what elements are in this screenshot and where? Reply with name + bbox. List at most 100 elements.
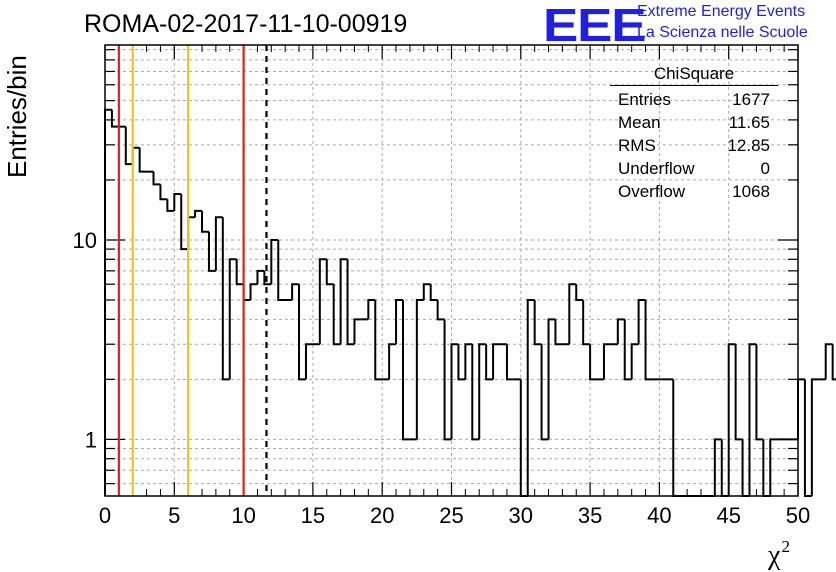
x-axis-label-base: χ: [768, 540, 781, 571]
histogram-bin: [616, 318, 625, 345]
histogram-bin: [831, 344, 836, 381]
x-tick-label: 5: [168, 503, 180, 528]
histogram-bin: [713, 438, 722, 496]
plot-frame: [104, 44, 799, 497]
histogram-bin: [720, 439, 729, 497]
histogram-bin: [173, 193, 182, 211]
y-axis-label: Entries/bin: [2, 55, 32, 178]
histogram-bin: [207, 231, 216, 272]
x-axis-label: χ2: [768, 537, 790, 572]
histogram-bin: [644, 299, 653, 381]
histogram-bin: [471, 344, 480, 441]
stats-value: 0: [760, 159, 770, 178]
stats-value: 1068: [732, 182, 770, 201]
histogram-bin: [589, 344, 598, 381]
histogram-bin: [104, 108, 112, 496]
histogram-bin: [769, 438, 778, 496]
x-axis-label-sup: 2: [781, 537, 790, 556]
histogram-bin: [277, 239, 286, 301]
x-tick-label: 20: [370, 503, 394, 528]
histogram-bin: [298, 284, 306, 381]
histogram-bin: [478, 343, 487, 440]
histogram-bin: [214, 216, 223, 271]
stats-label: Mean: [618, 113, 661, 132]
histogram-bin: [201, 210, 209, 233]
histogram-bin: [526, 298, 535, 496]
histogram-bin: [485, 344, 494, 381]
histogram-bin: [332, 284, 341, 346]
x-tick-label: 50: [786, 503, 810, 528]
histogram-bin: [318, 258, 327, 345]
stats-row-rms: RMS 12.85: [610, 134, 778, 157]
histogram-bin: [755, 344, 764, 441]
histogram-bin: [450, 343, 459, 440]
histogram-bin: [540, 344, 549, 441]
histogram-bin: [810, 378, 819, 496]
histogram-bin: [124, 126, 133, 166]
histogram-bin: [110, 109, 119, 128]
histogram-bin: [152, 171, 161, 186]
histogram-bin: [519, 379, 528, 497]
stats-box: ChiSquare Entries 1677 Mean 11.65 RMS 12.85…: [610, 64, 778, 203]
histogram-bin: [422, 283, 431, 300]
y-tick-label: 1: [85, 427, 97, 452]
histogram-bin: [464, 343, 473, 380]
histogram-bin: [235, 259, 244, 286]
x-tick-label: 0: [99, 503, 111, 528]
histogram-bin: [159, 184, 168, 201]
histogram-bin: [803, 379, 812, 497]
histogram-bin: [443, 319, 452, 441]
histogram-bin: [415, 298, 424, 440]
stats-row-underflow: Underflow 0: [610, 157, 778, 180]
histogram-bin: [180, 194, 189, 251]
histogram-bin: [630, 343, 639, 380]
histogram-bin: [304, 343, 313, 380]
stats-label: Entries: [618, 90, 671, 109]
x-tick-label: 10: [231, 503, 255, 528]
histogram-bin: [727, 343, 736, 496]
histogram-bin: [492, 343, 501, 380]
histogram-bin: [325, 259, 334, 286]
stats-row-entries: Entries 1677: [610, 88, 778, 111]
histogram-bin: [533, 299, 542, 346]
y-tick-label: 10: [73, 228, 97, 253]
reference-lines: [117, 45, 268, 496]
logo-subtitle-1: Extreme Energy Events: [637, 3, 806, 20]
stats-value: 11.65: [728, 113, 770, 132]
x-tick-label: 30: [509, 503, 533, 528]
chart-title: ROMA-02-2017-11-10-00919: [84, 10, 408, 38]
histogram-bin: [568, 283, 577, 345]
histogram-bin: [602, 343, 611, 380]
stats-row-overflow: Overflow 1068: [610, 180, 778, 203]
histogram-bin: [270, 238, 279, 285]
x-tick-label: 40: [647, 503, 671, 528]
logo-subtitle-2: La Scienza nelle Scuole: [637, 24, 808, 41]
stats-label: Underflow: [618, 159, 695, 178]
grid-lines: [105, 45, 798, 496]
histogram-bin: [582, 299, 591, 346]
histogram-bin: [388, 343, 397, 380]
histogram-bin: [623, 319, 632, 381]
histogram-bin: [547, 318, 556, 440]
stats-label: Overflow: [618, 182, 686, 201]
stats-label: RMS: [618, 136, 656, 155]
histogram-bin: [221, 217, 230, 381]
histogram-bin: [353, 318, 362, 345]
stats-value: 1677: [732, 90, 770, 109]
histogram-bin: [748, 343, 757, 496]
histogram-bin: [637, 298, 646, 345]
eee-logo: EEE: [543, 0, 647, 51]
histogram-bin: [436, 299, 445, 321]
x-tick-label: 45: [716, 503, 740, 528]
histogram-bin: [797, 378, 805, 440]
histogram-bin: [672, 379, 681, 497]
x-tick-label: 35: [578, 503, 602, 528]
x-tick-label: 25: [439, 503, 463, 528]
histogram-bin: [367, 298, 376, 320]
stats-title: ChiSquare: [610, 64, 778, 86]
histogram-bin: [138, 147, 147, 173]
histogram-bin: [256, 269, 265, 285]
stats-row-mean: Mean 11.65: [610, 111, 778, 134]
histogram-bin: [554, 319, 563, 346]
